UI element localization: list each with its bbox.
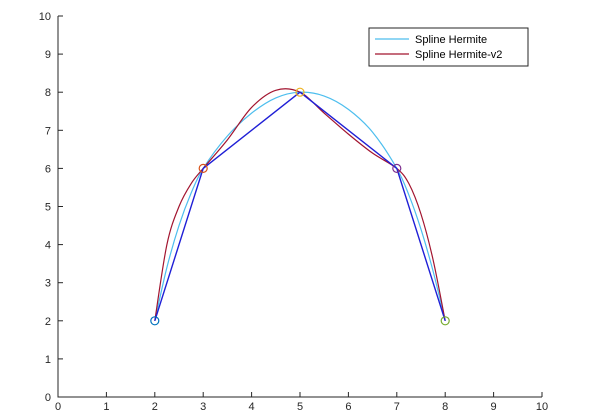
x-tick-label: 0 bbox=[55, 401, 61, 413]
y-tick-label: 1 bbox=[45, 354, 51, 366]
x-tick-label: 6 bbox=[345, 401, 351, 413]
control-point-marker bbox=[392, 163, 402, 173]
y-tick-label: 0 bbox=[45, 392, 51, 404]
y-tick-label: 10 bbox=[39, 11, 51, 23]
control-point-marker bbox=[198, 163, 208, 173]
x-axis-ticks: 0 1 2 3 4 5 6 7 8 9 10 bbox=[55, 392, 548, 413]
x-tick-label: 4 bbox=[249, 401, 255, 413]
x-tick-label: 7 bbox=[394, 401, 400, 413]
x-tick-label: 5 bbox=[297, 401, 303, 413]
control-point-marker bbox=[295, 87, 305, 97]
y-tick-label: 9 bbox=[45, 49, 51, 61]
y-axis-ticks: 0 1 2 3 4 5 6 7 8 9 10 bbox=[39, 11, 63, 404]
legend-label-2: Spline Hermite-v2 bbox=[415, 49, 502, 61]
legend: Spline Hermite Spline Hermite-v2 bbox=[368, 27, 529, 67]
y-tick-label: 2 bbox=[45, 316, 51, 328]
y-tick-label: 7 bbox=[45, 125, 51, 137]
legend-label-1: Spline Hermite bbox=[415, 34, 487, 46]
control-point-marker bbox=[150, 316, 160, 326]
y-tick-label: 3 bbox=[45, 278, 51, 290]
y-tick-label: 4 bbox=[45, 240, 51, 252]
control-polyline-layer bbox=[154, 91, 446, 322]
x-tick-label: 3 bbox=[200, 401, 206, 413]
y-tick-label: 6 bbox=[45, 163, 51, 175]
control-point-marker bbox=[440, 316, 450, 326]
plot-area: 0 1 2 3 4 5 6 7 8 9 10 0 1 2 3 4 5 6 7 8 9 10 bbox=[39, 11, 548, 413]
x-tick-label: 9 bbox=[491, 401, 497, 413]
y-tick-label: 5 bbox=[45, 202, 51, 214]
control-point-markers bbox=[150, 87, 450, 326]
control-polyline bbox=[154, 91, 446, 322]
x-tick-label: 1 bbox=[103, 401, 109, 413]
y-tick-label: 8 bbox=[45, 87, 51, 99]
x-tick-label: 2 bbox=[152, 401, 158, 413]
x-tick-label: 10 bbox=[536, 401, 548, 413]
x-tick-label: 8 bbox=[442, 401, 448, 413]
legend-box bbox=[368, 27, 529, 67]
